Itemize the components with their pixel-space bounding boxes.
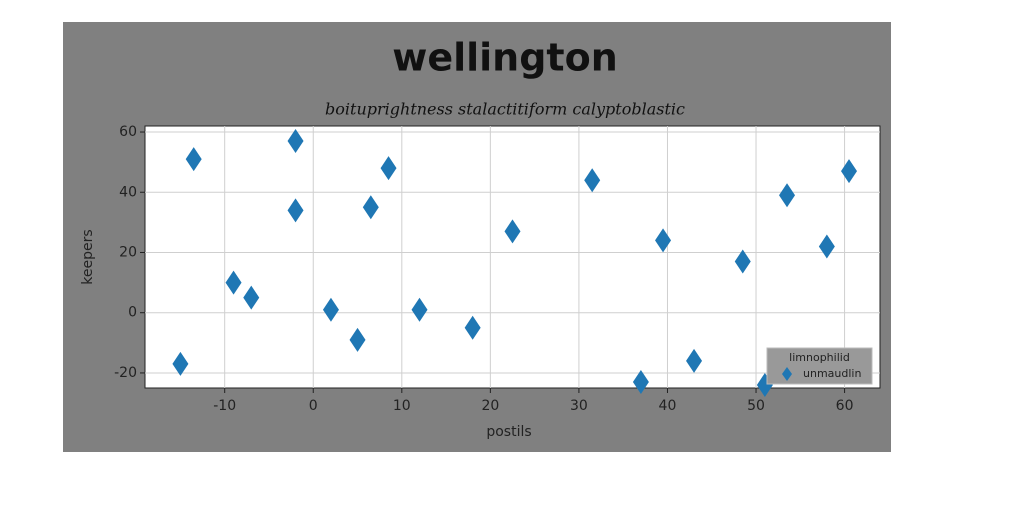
chart-subtitle: boituprightness stalactitiform calyptobl… [325,100,685,119]
x-tick-label: 60 [836,398,854,414]
point [779,183,796,208]
point [632,369,649,394]
x-tick-label: 0 [309,398,318,414]
y-axis-label: keepers [80,229,96,284]
point [322,297,339,322]
legend-title: limnophilid [789,351,850,364]
chart-title: wellington [392,36,618,80]
point [655,228,672,253]
point [287,129,304,154]
legend-marker [782,367,792,381]
point [686,348,703,373]
y-tick-label: 20 [119,244,137,260]
point [380,156,397,181]
point [818,234,835,259]
y-tick-label: 60 [119,124,137,140]
point [185,147,202,172]
point [734,249,751,274]
x-tick-label: 30 [570,398,588,414]
x-tick-label: 40 [659,398,677,414]
legend-label: unmaudlin [803,367,861,380]
y-tick-label: -20 [114,365,137,381]
x-tick-label: 50 [747,398,765,414]
x-tick-label: 10 [393,398,411,414]
point [841,159,858,184]
point [362,195,379,220]
point [172,351,189,376]
plot-area [144,125,881,389]
x-axis-label: postils [486,424,531,440]
point [349,327,366,352]
x-tick-label: 20 [481,398,499,414]
point [287,198,304,223]
legend-box [766,347,873,385]
point [243,285,260,310]
point [464,315,481,340]
point [504,219,521,244]
point [411,297,428,322]
x-tick-label: -10 [213,398,236,414]
y-tick-label: 40 [119,184,137,200]
point [584,168,601,193]
y-tick-label: 0 [128,305,137,321]
point [225,270,242,295]
